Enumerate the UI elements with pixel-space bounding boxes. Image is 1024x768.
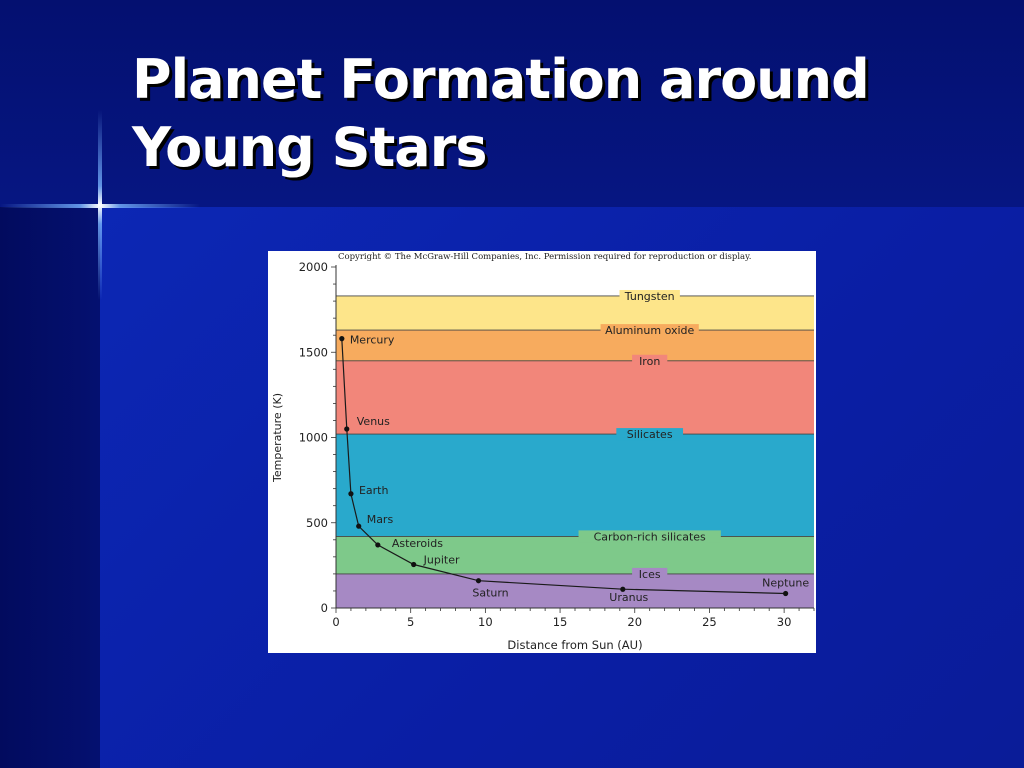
x-tick-label-0: 0 xyxy=(332,615,339,629)
condensation-label-1: Aluminum oxide xyxy=(605,324,694,337)
condensation-label-bg-4 xyxy=(578,530,721,543)
point-jupiter xyxy=(411,561,417,568)
x-tick-label-4: 20 xyxy=(627,615,642,629)
slide-title-line-2: Young Stars xyxy=(132,116,488,179)
point-label-venus: Venus xyxy=(357,415,390,428)
point-venus xyxy=(344,426,350,432)
temperature-band-2 xyxy=(336,360,814,435)
x-tick-label-5: 25 xyxy=(702,615,717,629)
point-label-uranus: Uranus xyxy=(609,591,648,604)
point-label-asteroids: Asteroids xyxy=(392,537,443,550)
condensation-label-bg-5 xyxy=(632,567,668,580)
y-tick-label-3: 1500 xyxy=(299,345,328,359)
y-tick-label-4: 2000 xyxy=(299,260,328,274)
point-earth xyxy=(348,491,354,497)
x-tick-label-2: 10 xyxy=(478,615,493,629)
point-saturn xyxy=(475,578,482,584)
condensation-label-bg-3 xyxy=(616,428,684,441)
condensation-label-bg-0 xyxy=(619,289,680,302)
x-tick-label-1: 5 xyxy=(407,615,414,629)
point-label-neptune: Neptune xyxy=(762,577,809,590)
condensation-label-4: Carbon-rich silicates xyxy=(594,530,706,543)
y-tick-label-0: 0 xyxy=(321,601,328,615)
point-uranus xyxy=(620,586,626,592)
condensation-label-5: Ices xyxy=(639,568,661,581)
star-flare-vertical xyxy=(98,110,102,300)
point-neptune xyxy=(783,590,789,597)
point-mercury xyxy=(339,336,345,342)
point-asteroids xyxy=(375,542,381,548)
y-tick-label-1: 500 xyxy=(306,516,328,530)
point-mars xyxy=(356,523,362,529)
copyright-notice: Copyright © The McGraw-Hill Companies, I… xyxy=(338,252,752,262)
temperature-band-4 xyxy=(336,536,814,574)
chart-figure: Copyright © The McGraw-Hill Companies, I… xyxy=(268,251,816,653)
condensation-label-0: Tungsten xyxy=(624,290,675,303)
condensation-label-bg-1 xyxy=(600,324,699,337)
x-tick-label-6: 30 xyxy=(777,615,792,629)
temperature-band-0 xyxy=(336,295,814,331)
point-label-mercury: Mercury xyxy=(350,334,395,347)
x-tick-label-3: 15 xyxy=(553,615,568,629)
slide-title: Planet Formation around Young Stars xyxy=(132,46,992,182)
condensation-label-bg-2 xyxy=(632,354,668,367)
temperature-distance-chart: Copyright © The McGraw-Hill Companies, I… xyxy=(271,252,815,652)
y-tick-label-2: 1000 xyxy=(299,431,328,445)
temperature-band-3 xyxy=(336,434,814,537)
temperature-band-1 xyxy=(336,330,814,361)
left-band xyxy=(0,207,100,768)
point-label-mars: Mars xyxy=(367,513,394,526)
point-label-jupiter: Jupiter xyxy=(423,554,460,567)
condensation-label-2: Iron xyxy=(639,355,660,368)
y-axis-label: Temperature (K) xyxy=(271,393,284,483)
slide-title-line-1: Planet Formation around xyxy=(132,48,870,111)
temperature-band-5 xyxy=(336,573,814,608)
condensation-label-3: Silicates xyxy=(627,428,673,441)
point-label-saturn: Saturn xyxy=(472,587,508,600)
x-axis-label: Distance from Sun (AU) xyxy=(507,638,642,652)
point-label-earth: Earth xyxy=(359,484,389,497)
title-band xyxy=(0,0,1024,207)
